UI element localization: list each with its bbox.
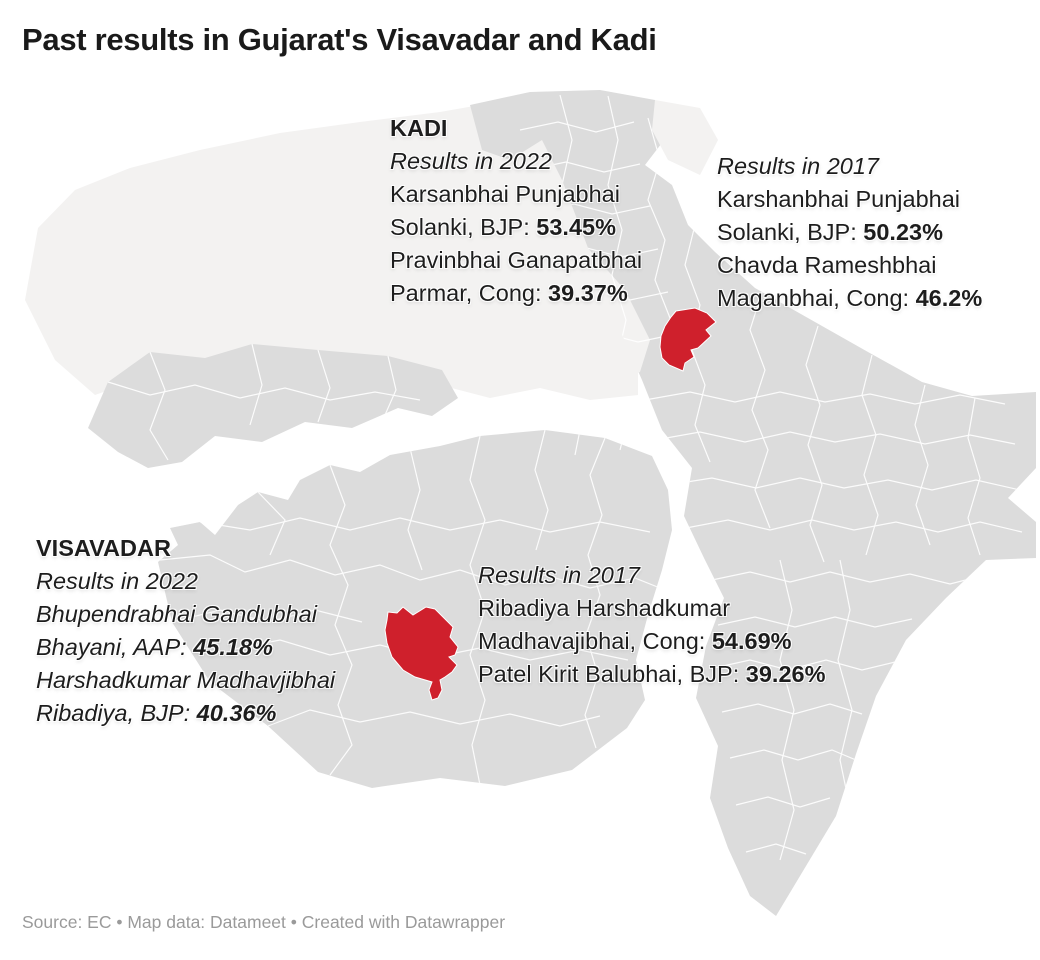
kadi-2017-heading: Results in 2017 bbox=[717, 153, 879, 179]
kadi-2022-candidate2-name: Pravinbhai Ganapatbhai bbox=[390, 247, 643, 273]
visavadar-2022-heading: Results in 2022 bbox=[36, 568, 198, 594]
kadi-2022-candidate1-value: 53.45% bbox=[536, 214, 616, 240]
visavadar-2017-candidate2-result: Patel Kirit Balubhai, BJP: 39.26% bbox=[478, 661, 826, 687]
visavadar-2017-candidate1-name: Ribadiya Harshadkumar bbox=[478, 595, 731, 621]
visavadar-constituency-shape[interactable] bbox=[384, 606, 459, 701]
visavadar-2017-candidate1-value: 54.69% bbox=[711, 628, 792, 654]
saurashtra-peninsula bbox=[158, 430, 672, 788]
visavadar-2022-candidate1-name: Bhupendrabhai Gandubhai bbox=[36, 601, 317, 627]
visavadar-2022-candidate2-result: Ribadiya, BJP: 40.36% bbox=[36, 700, 277, 726]
visavadar-2017-candidate1-result: Madhavajibhai, Cong: 54.69% bbox=[478, 628, 792, 654]
page-title: Past results in Gujarat's Visavadar and … bbox=[22, 22, 657, 57]
kadi-constituency-shape[interactable] bbox=[659, 307, 717, 372]
kadi-2022-annotation: KADI Results in 2022 Karsanbhai Punjabha… bbox=[390, 112, 642, 310]
visavadar-2022-candidate1-result: Bhayani, AAP: 45.18% bbox=[36, 634, 273, 660]
visavadar-2022-candidate2-value: 40.36% bbox=[196, 700, 277, 726]
rann-of-kutch-region bbox=[25, 94, 638, 400]
kadi-2017-candidate1-result: Solanki, BJP: 50.23% bbox=[717, 219, 943, 245]
kadi-2022-candidate2-result: Parmar, Cong: 39.37% bbox=[390, 280, 628, 306]
kadi-2022-candidate2-value: 39.37% bbox=[548, 280, 628, 306]
rann-patch-northeast bbox=[652, 100, 718, 175]
kadi-2017-candidate2-result: Maganbhai, Cong: 46.2% bbox=[717, 285, 983, 311]
visavadar-2022-candidate1-value: 45.18% bbox=[193, 634, 273, 660]
kadi-2017-candidate1-value: 50.23% bbox=[863, 219, 943, 245]
kadi-2022-candidate1-name: Karsanbhai Punjabhai bbox=[390, 181, 620, 207]
kadi-2017-candidate2-value: 46.2% bbox=[915, 285, 983, 311]
visavadar-2017-heading: Results in 2017 bbox=[478, 562, 640, 588]
visavadar-2017-candidate2-value: 39.26% bbox=[745, 661, 826, 687]
constituency-boundaries bbox=[107, 94, 1023, 861]
kadi-2017-annotation: Results in 2017 Karshanbhai Punjabhai So… bbox=[717, 150, 982, 315]
kutch-district bbox=[88, 344, 458, 468]
source-attribution: Source: EC • Map data: Datameet • Create… bbox=[22, 912, 506, 932]
kadi-2022-candidate1-result: Solanki, BJP: 53.45% bbox=[390, 214, 616, 240]
kadi-2022-heading: Results in 2022 bbox=[390, 148, 552, 174]
visavadar-2017-annotation: Results in 2017 Ribadiya Harshadkumar Ma… bbox=[478, 559, 825, 691]
visavadar-2022-annotation: VISAVADAR Results in 2022 Bhupendrabhai … bbox=[36, 532, 335, 730]
kadi-label: KADI bbox=[390, 115, 448, 141]
visavadar-label: VISAVADAR bbox=[36, 535, 171, 561]
little-rann-region bbox=[540, 225, 650, 388]
visavadar-2022-candidate2-name: Harshadkumar Madhavjibhai bbox=[36, 667, 336, 693]
kadi-2017-candidate1-name: Karshanbhai Punjabhai bbox=[717, 186, 961, 212]
kadi-2017-candidate2-name: Chavda Rameshbhai bbox=[717, 252, 937, 278]
